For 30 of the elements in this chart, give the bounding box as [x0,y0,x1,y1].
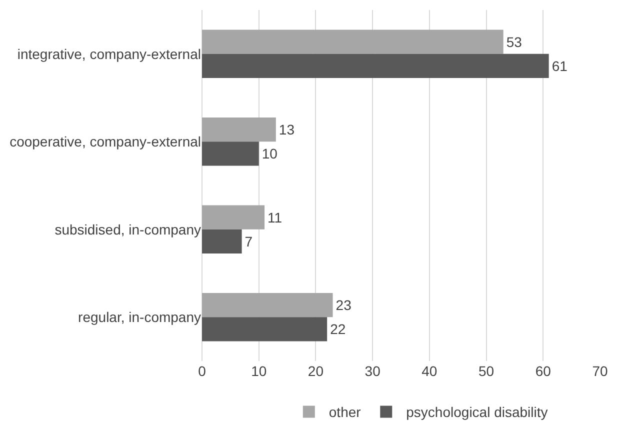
bar [202,54,549,78]
x-tick-label: 10 [251,363,267,379]
x-tick-label: 30 [364,363,381,379]
bar [202,30,504,54]
data-label: 23 [336,297,352,314]
bar [202,117,276,142]
bar [202,205,265,230]
x-tick-label: 0 [198,363,206,379]
x-tick-label: 40 [422,363,438,379]
y-tick-label: subsidised, in-company [54,221,201,238]
bar [202,142,259,166]
bar [202,292,333,318]
y-tick-label: regular, in-company [78,309,201,326]
y-tick-label: cooperative, company-external [10,134,201,150]
data-label: 61 [552,58,568,74]
x-tick-label: 50 [478,363,494,379]
x-tick-label: 60 [535,363,552,379]
y-tick-label: integrative, company-external [17,46,201,62]
data-label: 10 [262,146,278,162]
x-tick-label: 70 [592,363,608,379]
legend-label: other [328,404,362,420]
data-label: 11 [268,209,282,226]
bar [202,229,242,254]
x-tick-label: 20 [308,363,324,379]
data-label: 22 [330,321,346,338]
legend-label: psychological disability [406,404,548,420]
data-label: 7 [244,233,253,250]
data-label: 53 [506,34,522,50]
data-label: 13 [278,122,295,138]
bar [202,317,328,342]
